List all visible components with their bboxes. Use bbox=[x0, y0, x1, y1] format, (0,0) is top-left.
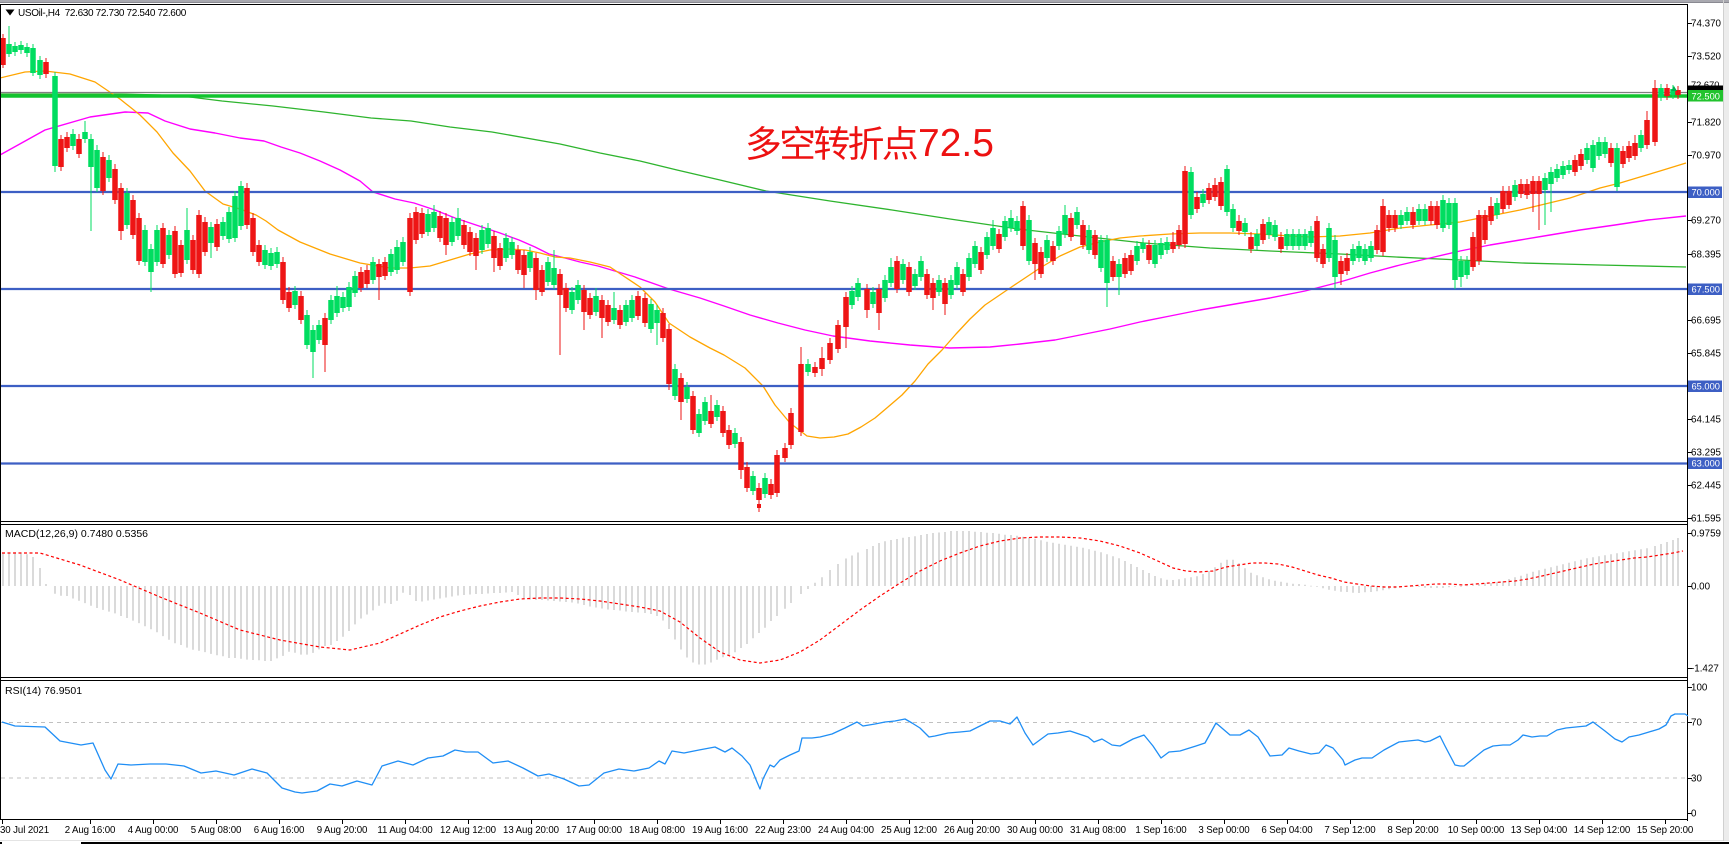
svg-text:31 Aug 08:00: 31 Aug 08:00 bbox=[1070, 825, 1127, 836]
svg-text:67.500: 67.500 bbox=[1692, 284, 1720, 294]
svg-text:13 Sep 04:00: 13 Sep 04:00 bbox=[1511, 825, 1568, 836]
svg-text:61.595: 61.595 bbox=[1691, 514, 1722, 525]
svg-text:72.500: 72.500 bbox=[1692, 91, 1720, 101]
svg-text:30 Aug 00:00: 30 Aug 00:00 bbox=[1007, 825, 1064, 836]
svg-text:70.000: 70.000 bbox=[1692, 187, 1720, 197]
svg-text:9 Aug 20:00: 9 Aug 20:00 bbox=[317, 825, 368, 836]
svg-text:100: 100 bbox=[1691, 683, 1708, 694]
svg-text:5 Aug 08:00: 5 Aug 08:00 bbox=[191, 825, 242, 836]
svg-text:8 Sep 20:00: 8 Sep 20:00 bbox=[1387, 825, 1439, 836]
svg-text:65.000: 65.000 bbox=[1692, 381, 1720, 391]
svg-text:RSI(14) 76.9501: RSI(14) 76.9501 bbox=[5, 685, 82, 697]
svg-text:71.820: 71.820 bbox=[1691, 118, 1722, 129]
svg-text:65.845: 65.845 bbox=[1691, 349, 1722, 360]
svg-text:63.000: 63.000 bbox=[1692, 458, 1720, 468]
svg-text:72.5: 72.5 bbox=[918, 122, 994, 165]
svg-text:4 Aug 00:00: 4 Aug 00:00 bbox=[128, 825, 179, 836]
svg-text:68.395: 68.395 bbox=[1691, 250, 1722, 261]
svg-text:22 Aug 23:00: 22 Aug 23:00 bbox=[755, 825, 812, 836]
svg-text:-1.427: -1.427 bbox=[1691, 664, 1719, 675]
svg-text:1 Sep 16:00: 1 Sep 16:00 bbox=[1135, 825, 1187, 836]
svg-text:MACD(12,26,9) 0.7480 0.5356: MACD(12,26,9) 0.7480 0.5356 bbox=[5, 528, 148, 540]
svg-text:6 Aug 16:00: 6 Aug 16:00 bbox=[254, 825, 305, 836]
svg-text:11 Aug 04:00: 11 Aug 04:00 bbox=[377, 825, 433, 836]
svg-text:30 Jul 2021: 30 Jul 2021 bbox=[0, 825, 49, 836]
svg-text:2 Aug 16:00: 2 Aug 16:00 bbox=[65, 825, 116, 836]
svg-text:74.370: 74.370 bbox=[1691, 19, 1722, 30]
svg-text:12 Aug 12:00: 12 Aug 12:00 bbox=[440, 825, 497, 836]
svg-text:18 Aug 08:00: 18 Aug 08:00 bbox=[629, 825, 686, 836]
svg-text:0.9759: 0.9759 bbox=[1691, 529, 1721, 540]
svg-text:USOil-,H4 72.630 72.730 72.54: USOil-,H4 72.630 72.730 72.540 72.600 bbox=[18, 8, 187, 19]
svg-text:64.145: 64.145 bbox=[1691, 415, 1722, 426]
svg-text:70: 70 bbox=[1691, 718, 1702, 729]
svg-text:15 Sep 20:00: 15 Sep 20:00 bbox=[1637, 825, 1694, 836]
svg-text:14 Sep 12:00: 14 Sep 12:00 bbox=[1574, 825, 1631, 836]
svg-text:70.970: 70.970 bbox=[1691, 151, 1722, 162]
svg-text:26 Aug 20:00: 26 Aug 20:00 bbox=[944, 825, 1001, 836]
svg-text:62.445: 62.445 bbox=[1691, 481, 1722, 492]
svg-text:13 Aug 20:00: 13 Aug 20:00 bbox=[503, 825, 560, 836]
svg-text:72.670: 72.670 bbox=[1691, 80, 1719, 90]
svg-text:63.295: 63.295 bbox=[1691, 448, 1722, 459]
svg-text:0.00: 0.00 bbox=[1691, 582, 1711, 593]
svg-text:30: 30 bbox=[1691, 774, 1702, 785]
svg-text:6 Sep 04:00: 6 Sep 04:00 bbox=[1261, 825, 1313, 836]
svg-text:7 Sep 12:00: 7 Sep 12:00 bbox=[1324, 825, 1376, 836]
svg-text:19 Aug 16:00: 19 Aug 16:00 bbox=[692, 825, 749, 836]
svg-text:3 Sep 00:00: 3 Sep 00:00 bbox=[1198, 825, 1250, 836]
svg-text:73.520: 73.520 bbox=[1691, 52, 1722, 63]
svg-text:24 Aug 04:00: 24 Aug 04:00 bbox=[818, 825, 875, 836]
svg-text:0: 0 bbox=[1691, 809, 1697, 820]
svg-text:69.270: 69.270 bbox=[1691, 216, 1722, 227]
svg-text:66.695: 66.695 bbox=[1691, 316, 1722, 327]
svg-text:25 Aug 12:00: 25 Aug 12:00 bbox=[881, 825, 938, 836]
svg-text:10 Sep 00:00: 10 Sep 00:00 bbox=[1448, 825, 1505, 836]
svg-text:17 Aug 00:00: 17 Aug 00:00 bbox=[566, 825, 623, 836]
